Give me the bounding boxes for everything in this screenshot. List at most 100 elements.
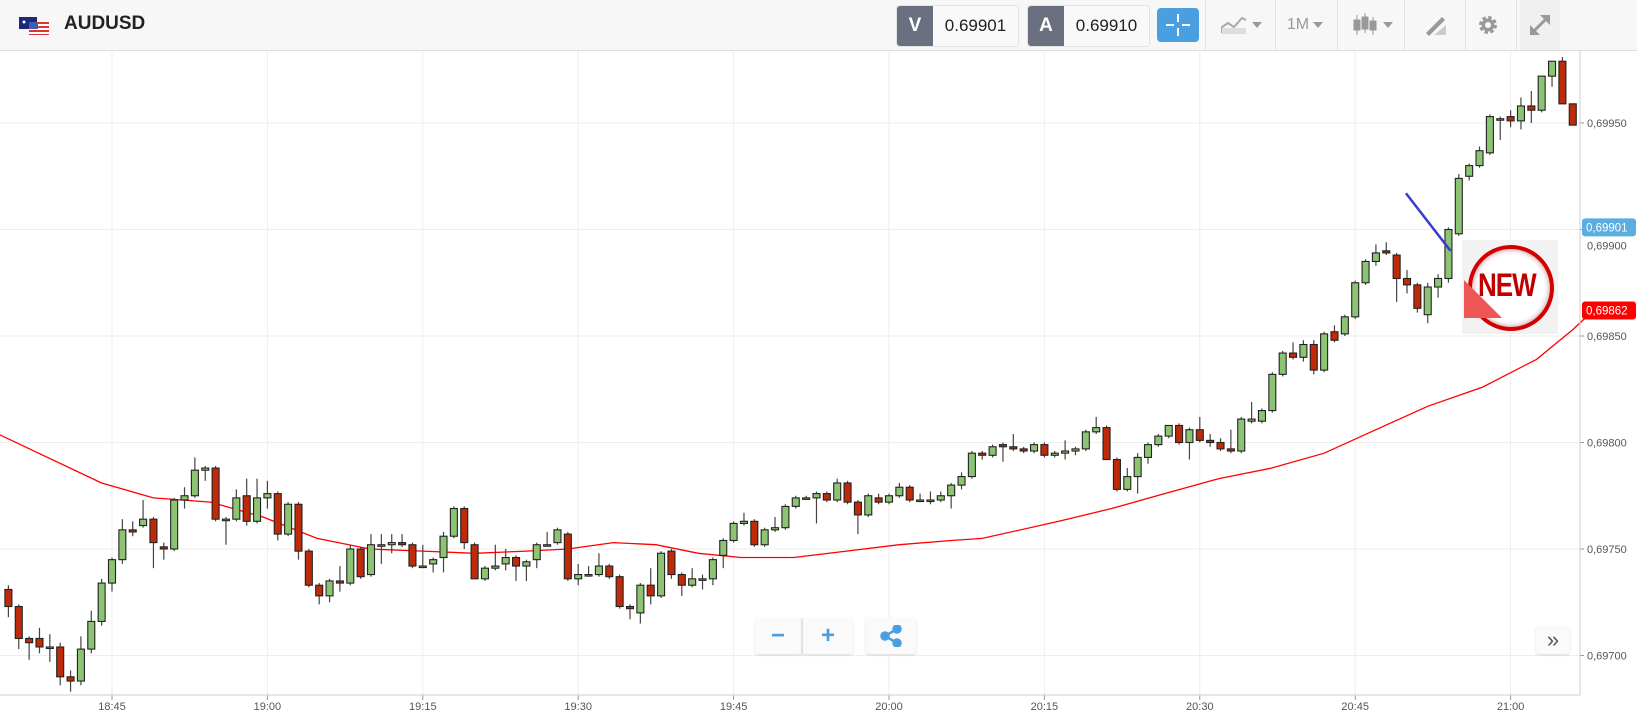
candle-body <box>936 495 945 501</box>
plus-icon: + <box>820 622 835 649</box>
candle <box>87 610 96 654</box>
settings-button[interactable] <box>1466 0 1510 50</box>
candle <box>843 480 852 505</box>
sell-price: 0.69901 <box>944 16 1007 35</box>
candle-body <box>139 518 148 527</box>
candle <box>998 442 1008 462</box>
candle-body <box>667 550 676 576</box>
symbol-title: AUDUSD <box>64 13 146 34</box>
crosshair-icon <box>1166 14 1190 36</box>
zoom-out-button[interactable]: − <box>755 618 801 654</box>
candle <box>1050 451 1059 458</box>
candle <box>128 521 137 537</box>
candle <box>864 493 873 518</box>
candle-body <box>346 548 355 584</box>
candle-body <box>252 497 262 522</box>
candle-body <box>719 539 728 556</box>
share-button[interactable] <box>866 618 916 654</box>
candle-body <box>522 561 531 567</box>
candle <box>491 544 500 571</box>
candle-body <box>1371 252 1380 262</box>
scroll-to-latest-button[interactable]: » <box>1536 626 1570 654</box>
candle-body <box>149 518 158 544</box>
zoom-in-button[interactable]: + <box>802 618 853 654</box>
candle-body <box>563 533 572 580</box>
plot-area <box>0 51 1580 695</box>
candle-body <box>449 507 458 537</box>
candle <box>66 670 75 692</box>
y-tick-label: 0,69900 <box>1587 240 1627 252</box>
candle <box>4 585 13 618</box>
candle <box>460 506 469 549</box>
chart-type-icon <box>1221 16 1247 34</box>
candle <box>1434 274 1443 298</box>
sell-price-button[interactable]: V 0.69901 <box>896 5 1019 47</box>
candle <box>118 519 127 564</box>
candle-body <box>698 578 707 581</box>
candle <box>1154 433 1163 447</box>
candle <box>812 491 821 524</box>
candle <box>449 506 458 539</box>
candle <box>698 574 707 590</box>
candlestick-icon <box>1353 13 1377 35</box>
fullscreen-button[interactable] <box>1520 0 1560 50</box>
candle <box>1175 423 1184 445</box>
candle <box>708 557 717 586</box>
candle <box>1123 468 1132 492</box>
chart-type-button[interactable] <box>1212 0 1270 50</box>
candle <box>688 568 697 588</box>
candle-body <box>802 497 811 500</box>
candle <box>97 578 106 626</box>
candle <box>315 583 324 605</box>
candle-body <box>750 520 759 546</box>
candle <box>1288 342 1298 360</box>
buy-price-button[interactable]: A 0.69910 <box>1027 5 1150 47</box>
candle <box>1268 372 1277 413</box>
candle-body <box>1568 103 1577 126</box>
axes: 0,69700 0,69750 0,69800 0,69850 0,69900 0,699… <box>0 51 1636 713</box>
candle-body <box>1506 116 1515 122</box>
timeframe-button[interactable]: 1M <box>1280 0 1330 50</box>
candle-body <box>284 503 293 535</box>
candle-body <box>35 637 44 648</box>
gear-icon <box>1479 16 1497 34</box>
candle-body <box>988 446 997 456</box>
candle <box>1382 242 1391 256</box>
drawing-tools-icon <box>1426 17 1446 36</box>
crosshair-button[interactable] <box>1157 8 1199 42</box>
candle <box>1237 416 1246 454</box>
candle-body <box>646 584 655 597</box>
candle <box>1351 280 1360 319</box>
candle <box>947 482 956 509</box>
candle-body <box>916 499 925 503</box>
candle <box>107 557 117 592</box>
candle <box>646 568 655 605</box>
candle <box>895 482 904 498</box>
x-tick-label: 19:15 <box>409 701 437 713</box>
candle <box>398 534 407 547</box>
drawing-tools-button[interactable] <box>1410 0 1460 50</box>
candle-body <box>263 493 272 499</box>
candle-body <box>439 535 448 559</box>
candle-body <box>1019 448 1028 452</box>
candle <box>190 457 199 498</box>
candle <box>1206 433 1215 447</box>
candle-body <box>66 676 75 682</box>
candle-body <box>1299 343 1308 358</box>
candle <box>1413 282 1422 313</box>
sell-tag: V <box>897 6 933 46</box>
candle-body <box>1413 284 1422 309</box>
candle <box>1081 429 1090 452</box>
candle-body <box>895 486 904 497</box>
x-tick-label: 20:30 <box>1186 701 1214 713</box>
candle-body <box>242 495 251 522</box>
candle <box>1475 146 1484 168</box>
candle <box>1257 408 1267 424</box>
candle <box>1537 75 1546 113</box>
candle-body <box>14 605 23 640</box>
candle <box>1061 440 1070 460</box>
candle-style-button[interactable] <box>1342 0 1402 50</box>
candle <box>1485 114 1494 155</box>
candle-body <box>1050 452 1059 456</box>
